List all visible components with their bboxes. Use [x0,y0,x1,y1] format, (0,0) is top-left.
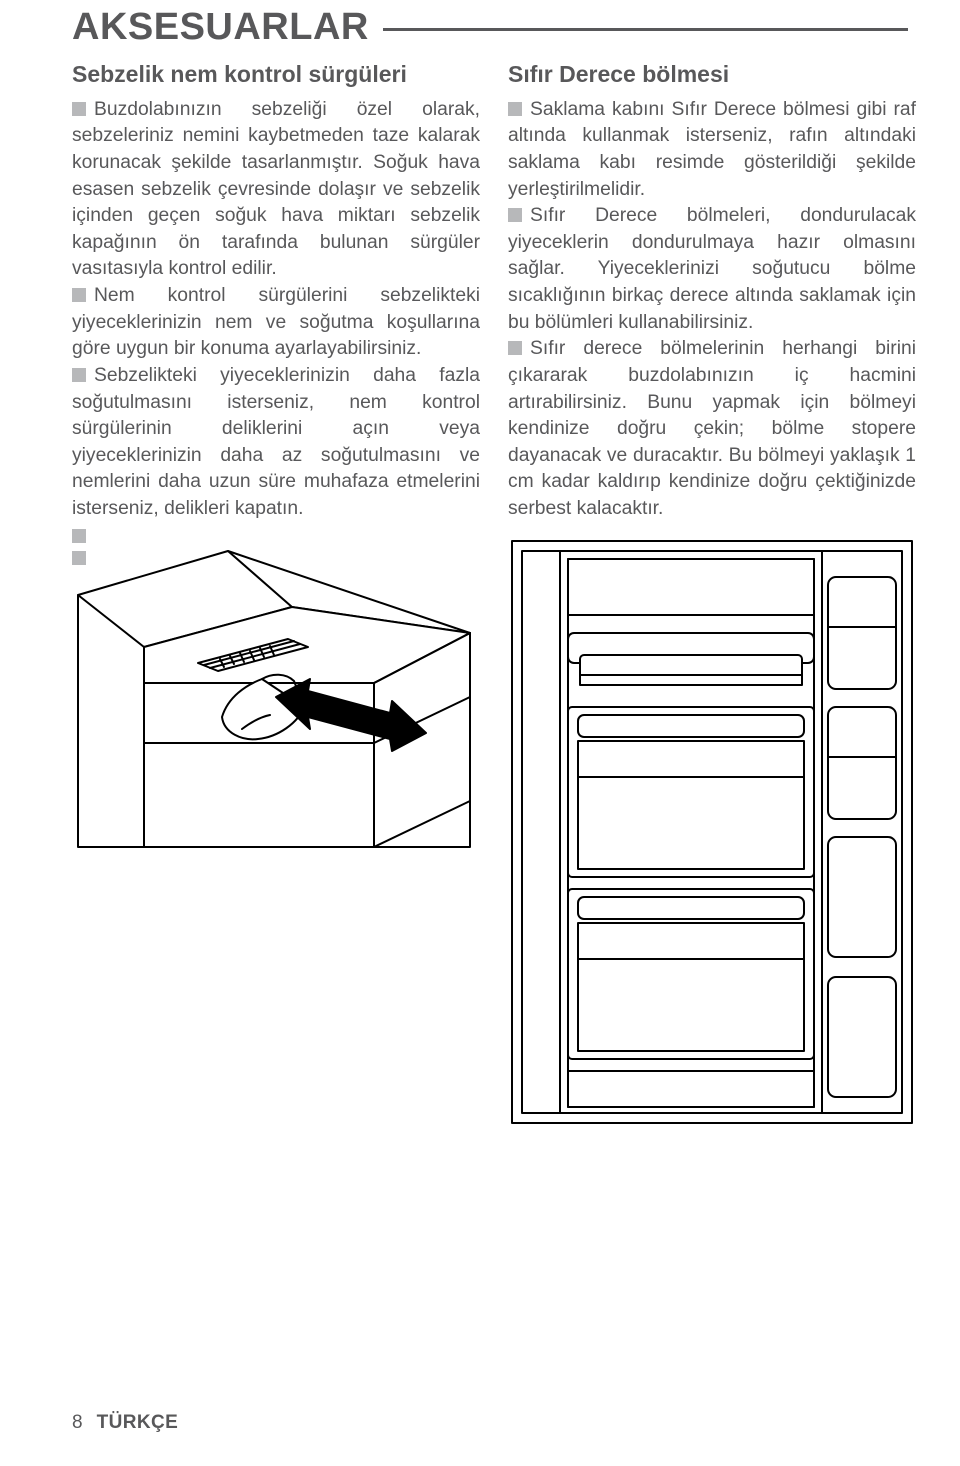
left-para-3-text: Sebzelikteki yiyeceklerinizin daha fazla… [72,365,480,519]
bullet-icon [508,341,522,355]
bullet-icon [72,529,86,543]
bullet-icon [508,208,522,222]
right-para-3-text: Sıfır derece bölmelerinin herhangi birin… [508,338,916,519]
title-row: AKSESUARLAR [72,0,908,49]
column-left: Sebzelik nem kontrol sürgüleri Buzdolabı… [72,59,480,1127]
illustration-crisper [72,547,480,865]
figure-crisper-slider [72,547,480,865]
left-para-2-text: Nem kontrol sürgülerini sebzelikteki yiy… [72,285,480,359]
title-rule [383,28,908,31]
bullet-icon [72,102,86,116]
document-page: AKSESUARLAR Sebzelik nem kontrol sürgüle… [0,0,960,1466]
right-para-1: Saklama kabını Sıfır Derece bölmesi gibi… [508,97,916,204]
page-language: TÜRKÇE [97,1412,179,1434]
illustration-compartment [508,537,916,1127]
bullet-icon [72,368,86,382]
right-para-2: Sıfır Derece bölmeleri, dondurulacak yiy… [508,203,916,336]
right-subhead: Sıfır Derece bölmesi [508,59,916,91]
right-para-1-text: Saklama kabını Sıfır Derece bölmesi gibi… [508,99,916,200]
left-subhead: Sebzelik nem kontrol sürgüleri [72,59,480,91]
right-para-3: Sıfır derece bölmelerinin herhangi birin… [508,336,916,522]
bullet-icon [508,102,522,116]
left-para-3: Sebzelikteki yiyeceklerinizin daha fazla… [72,363,480,523]
left-para-2: Nem kontrol sürgülerini sebzelikteki yiy… [72,283,480,363]
page-number: 8 [72,1412,83,1434]
left-para-1-text: Buzdolabınızın sebzeliği özel olarak, se… [72,99,480,280]
two-column-layout: Sebzelik nem kontrol sürgüleri Buzdolabı… [72,59,908,1127]
bullet-icon [72,288,86,302]
page-footer: 8 TÜRKÇE [72,1412,178,1434]
page-title: AKSESUARLAR [72,6,369,49]
column-right: Sıfır Derece bölmesi Saklama kabını Sıfı… [508,59,916,1127]
right-para-2-text: Sıfır Derece bölmeleri, dondurulacak yiy… [508,205,916,333]
figure-zero-degree [508,537,916,1127]
left-para-1: Buzdolabınızın sebzeliği özel olarak, se… [72,97,480,283]
